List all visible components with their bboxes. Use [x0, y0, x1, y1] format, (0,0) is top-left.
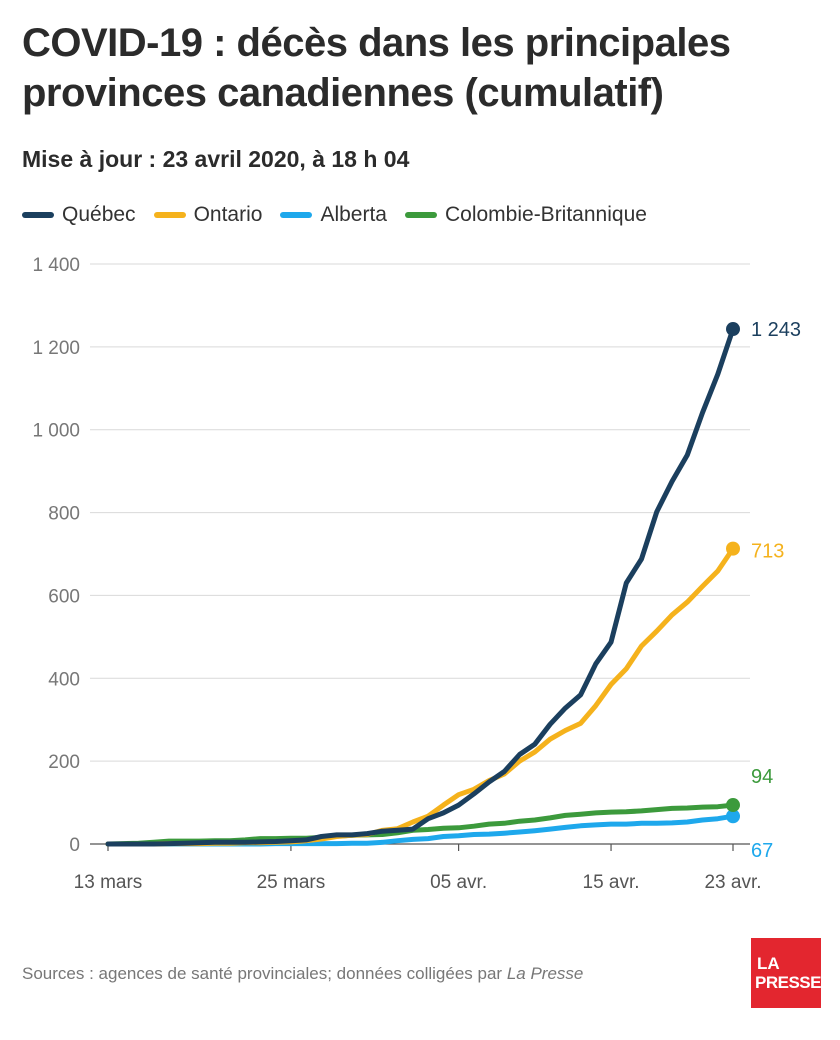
legend: Québec Ontario Alberta Colombie-Britanni…	[22, 203, 665, 227]
legend-item-colombie-britannique: Colombie-Britannique	[404, 203, 647, 227]
x-tick-label: 25 mars	[257, 872, 326, 893]
legend-swatch-colombie-britannique	[404, 212, 437, 218]
y-tick-label: 0	[69, 835, 80, 856]
legend-swatch-alberta	[280, 212, 313, 218]
end-point-colombie-britannique	[726, 798, 740, 813]
y-tick-label: 800	[48, 504, 80, 525]
source-note: Sources : agences de santé provinciales;…	[22, 964, 583, 984]
legend-item-alberta: Alberta	[280, 203, 387, 227]
end-label-ontario: 713	[751, 541, 784, 563]
logo-line-2: PRESSE	[755, 973, 821, 992]
legend-label-ontario: Ontario	[193, 203, 263, 226]
x-tick-label: 23 avr.	[704, 872, 761, 893]
legend-label-colombie-britannique: Colombie-Britannique	[444, 203, 647, 226]
y-tick-label: 400	[48, 669, 80, 690]
y-tick-label: 200	[48, 752, 80, 773]
y-tick-label: 1 200	[32, 338, 80, 359]
source-publication: La Presse	[506, 964, 584, 983]
y-tick-label: 1 000	[32, 421, 80, 442]
legend-label-quebec: Québec	[62, 203, 136, 226]
end-point-ontario	[726, 541, 740, 556]
y-tick-label: 1 400	[32, 255, 80, 276]
end-label-alberta: 67	[751, 840, 773, 862]
legend-swatch-ontario	[153, 212, 186, 218]
end-point-alberta	[726, 809, 740, 824]
legend-label-alberta: Alberta	[320, 203, 387, 226]
series-line-ontario	[105, 546, 736, 847]
legend-swatch-quebec	[22, 212, 54, 218]
y-tick-label: 600	[48, 586, 80, 607]
end-label-quebec: 1 243	[751, 319, 801, 341]
la-presse-logo: LA PRESSE	[751, 938, 821, 1008]
logo-line-1: LA	[757, 954, 780, 973]
x-tick-label: 15 avr.	[583, 872, 640, 893]
line-chart: 0 200 400 600 800 1 000 1 200 1 400 13 mars 25 ma…	[32, 255, 801, 893]
series-line-quebec	[105, 326, 736, 847]
x-tick-label: 05 avr.	[430, 872, 487, 893]
end-label-colombie-britannique: 94	[751, 766, 773, 788]
chart-subtitle: Mise à jour : 23 avril 2020, à 18 h 04	[22, 146, 410, 172]
end-point-quebec	[726, 322, 740, 337]
legend-item-quebec: Québec	[22, 203, 136, 227]
x-tick-label: 13 mars	[74, 872, 143, 893]
chart-title: COVID-19 : décès dans les principales pr…	[22, 21, 731, 115]
legend-item-ontario: Ontario	[153, 203, 263, 227]
source-text: Sources : agences de santé provinciales;…	[22, 964, 507, 983]
